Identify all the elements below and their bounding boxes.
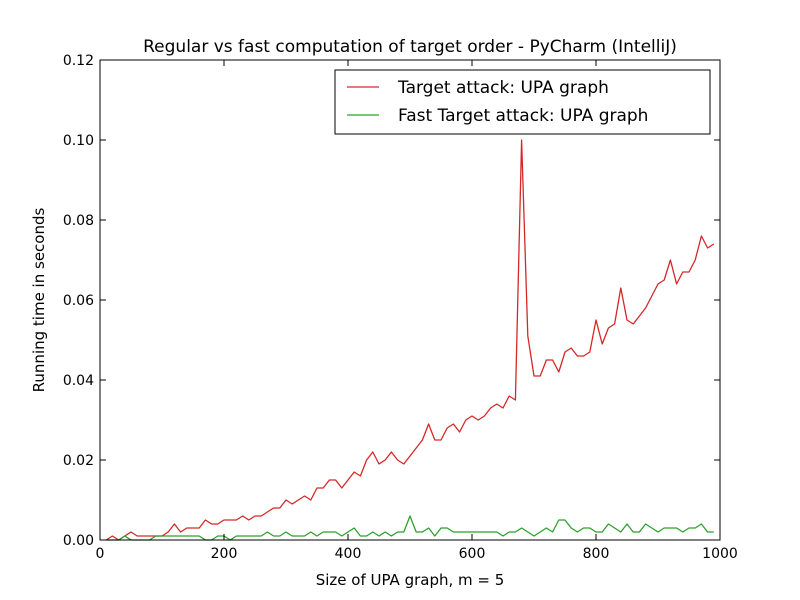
x-tick-label: 400 <box>335 546 362 562</box>
legend-label-1: Target attack: UPA graph <box>397 78 609 98</box>
y-tick-label: 0.06 <box>63 293 94 309</box>
legend: Target attack: UPA graph Fast Target atta… <box>334 69 711 135</box>
x-tick-label: 800 <box>583 546 610 562</box>
legend-label-2: Fast Target attack: UPA graph <box>398 106 648 126</box>
x-tick-label: 200 <box>211 546 238 562</box>
y-tick-label: 0.02 <box>63 453 94 469</box>
y-tick-label: 0.12 <box>63 53 94 69</box>
plot-area: 0 200 400 600 800 1000 0.00 0.02 0.04 0.06 0.08 0.1… <box>63 53 738 562</box>
y-axis-label: Running time in seconds <box>30 207 48 392</box>
chart-title: Regular vs fast computation of target or… <box>143 37 677 57</box>
x-axis-label: Size of UPA graph, m = 5 <box>316 571 505 589</box>
legend-box <box>334 69 711 135</box>
x-tick-label: 0 <box>96 546 105 562</box>
x-tick-label: 1000 <box>702 546 738 562</box>
x-tick-label: 600 <box>459 546 486 562</box>
series-line-1 <box>105 139 715 541</box>
y-tick-label: 0.00 <box>63 533 94 549</box>
y-tick-label: 0.04 <box>63 373 94 389</box>
y-tick-label: 0.10 <box>63 133 94 149</box>
y-tick-label: 0.08 <box>63 213 94 229</box>
